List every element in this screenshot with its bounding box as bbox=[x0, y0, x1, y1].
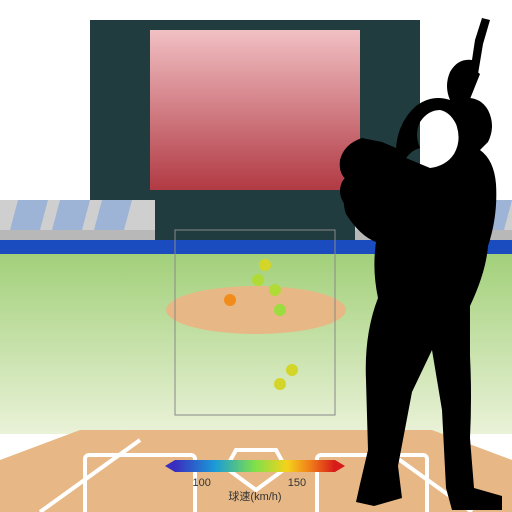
pitch-marker bbox=[274, 378, 286, 390]
scoreboard-post bbox=[155, 200, 355, 240]
pitch-marker bbox=[274, 304, 286, 316]
pitch-marker bbox=[269, 284, 281, 296]
colorbar-tick: 150 bbox=[288, 477, 306, 489]
pitch-marker bbox=[252, 274, 264, 286]
pitchers-mound bbox=[166, 286, 346, 334]
pitch-marker bbox=[224, 294, 236, 306]
colorbar-tick: 100 bbox=[192, 477, 210, 489]
pitch-marker bbox=[259, 259, 271, 271]
pitch-marker bbox=[286, 364, 298, 376]
colorbar-label: 球速(km/h) bbox=[228, 489, 281, 503]
scoreboard-screen bbox=[150, 30, 360, 190]
pitch-location-chart: 100 150 球速(km/h) bbox=[0, 0, 512, 512]
